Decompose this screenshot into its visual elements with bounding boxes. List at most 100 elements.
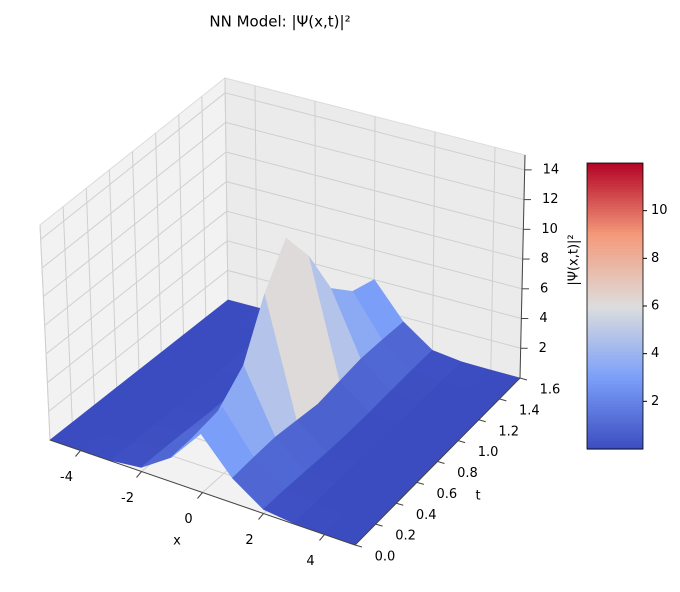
grid-line (225, 92, 525, 171)
z-tick-label: 4 (539, 311, 547, 326)
colorbar-segment (587, 251, 643, 256)
colorbar-segment (587, 171, 643, 176)
tick-mark (499, 398, 507, 402)
colorbar-segment (587, 414, 643, 419)
tick-mark (416, 481, 425, 485)
grid-line (431, 131, 436, 355)
colorbar-segment (587, 248, 643, 253)
colorbar-segment (587, 426, 643, 430)
grid-line (254, 85, 258, 308)
grid-line (201, 96, 207, 318)
grid-line (47, 240, 228, 384)
x-tick-label: -4 (60, 470, 73, 485)
colorbar-segment (587, 294, 643, 299)
colorbar-segment (587, 346, 643, 350)
colorbar-segment (587, 165, 643, 170)
y-tick-label: 0.8 (457, 466, 478, 481)
colorbar-tick-label: 8 (651, 251, 659, 266)
colorbar-segment (587, 371, 643, 376)
colorbar-segment (587, 163, 643, 167)
colorbar-segment (587, 168, 643, 173)
grid-line (62, 206, 73, 423)
tick-mark (75, 450, 81, 457)
y-tick-label: 0.2 (395, 529, 416, 544)
colorbar-segment (587, 234, 643, 238)
colorbar-segment (587, 314, 643, 319)
colorbar-segment (587, 308, 643, 313)
colorbar-segment (587, 260, 643, 264)
colorbar-segment (587, 420, 643, 424)
z-tick-label: 2 (539, 341, 547, 356)
y-tick-label: 0.4 (416, 508, 437, 523)
tick-mark (519, 377, 528, 381)
z-tick-label: 14 (543, 162, 560, 177)
colorbar-segment (587, 363, 643, 367)
colorbar-tick-label: 10 (651, 203, 668, 218)
colorbar-segment (587, 306, 643, 310)
colorbar-segment (587, 348, 643, 353)
colorbar-segment (587, 254, 643, 258)
grid-line (39, 224, 51, 441)
grid-line (108, 169, 118, 388)
colorbar-segment (587, 297, 643, 301)
y-tick-label: 0.0 (375, 550, 396, 565)
grid-line (490, 147, 496, 371)
colorbar-segment (587, 383, 643, 387)
tick-mark (457, 440, 466, 444)
colorbar-segment (587, 351, 643, 356)
colorbar-segment (587, 366, 643, 370)
colorbar-segment (587, 326, 643, 330)
colorbar-segment (587, 437, 643, 442)
colorbar-segment (587, 268, 643, 273)
colorbar-segment (587, 337, 643, 341)
tick-mark (354, 544, 363, 548)
colorbar-tick-label: 4 (651, 346, 659, 361)
colorbar-segment (587, 446, 643, 450)
colorbar-segment (587, 185, 643, 190)
colorbar-segment (587, 408, 643, 413)
x-tick-label: -2 (121, 491, 134, 506)
colorbar-tick-label: 6 (651, 299, 659, 314)
grid-line (48, 270, 228, 412)
colorbar-segment (587, 285, 643, 290)
colorbar-segment (587, 357, 643, 361)
colorbar-segment (587, 331, 643, 336)
colorbar-segment (587, 194, 643, 198)
grid-line (178, 114, 184, 336)
grid-line (226, 181, 523, 260)
grid-line (224, 77, 229, 301)
grid-line (155, 133, 162, 353)
colorbar-segment (587, 343, 643, 347)
grid-line (45, 210, 228, 355)
grid-line (44, 181, 227, 326)
colorbar-segment (587, 394, 643, 399)
colorbar-label: |Ψ(x,t)|² (567, 234, 582, 285)
colorbar-segment (587, 243, 643, 247)
tick-mark (136, 471, 142, 478)
x-tick-label: 0 (184, 512, 192, 527)
y-tick-label: 0.6 (437, 487, 458, 502)
x-tick-label: 2 (245, 533, 253, 548)
colorbar-segment (587, 303, 643, 307)
z-axis-line (519, 154, 526, 379)
colorbar-segment (587, 311, 643, 316)
colorbar-segment (587, 280, 643, 284)
z-tick-label: 10 (541, 222, 558, 237)
colorbar-segment (587, 434, 643, 439)
colorbar-segment (587, 240, 643, 244)
colorbar-segment (587, 188, 643, 193)
colorbar-segment (587, 220, 643, 224)
colorbar-segment (587, 431, 643, 436)
colorbar-segment (587, 214, 643, 218)
colorbar-segment (587, 400, 643, 404)
colorbar-segment (587, 200, 643, 204)
colorbar-segment (587, 320, 643, 324)
colorbar-segment (587, 277, 643, 281)
colorbar-segment (587, 380, 643, 384)
colorbar-segment (587, 354, 643, 359)
colorbar-segment (587, 225, 643, 230)
colorbar-segment (587, 411, 643, 416)
colorbar-segment (587, 283, 643, 287)
colorbar-segment (587, 237, 643, 241)
